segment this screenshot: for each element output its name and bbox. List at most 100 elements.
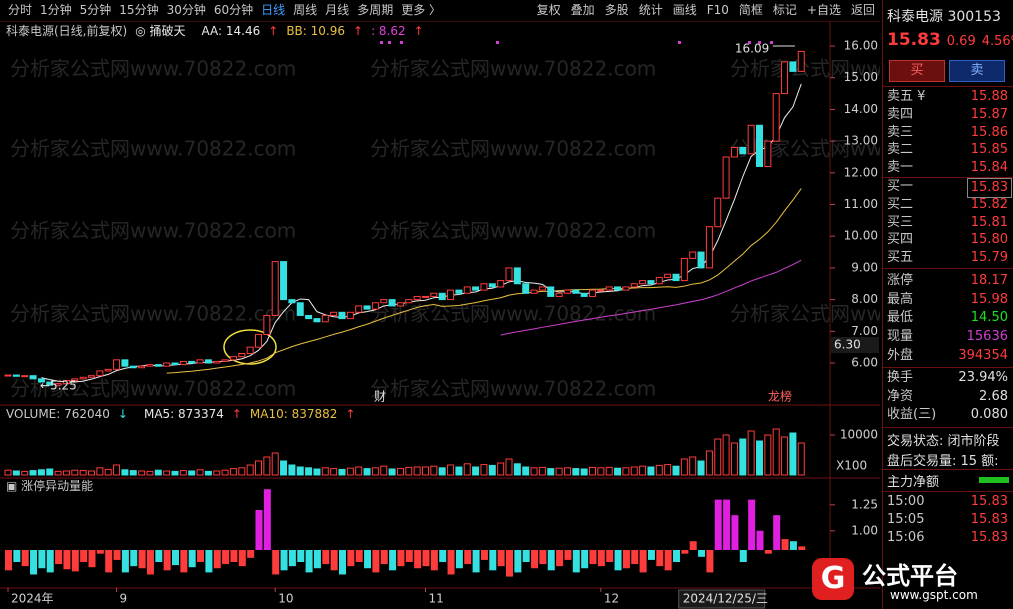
candle-body <box>163 362 171 367</box>
candle-body <box>647 280 655 285</box>
period-tab[interactable]: 月线 <box>325 3 350 17</box>
volume-bar <box>104 468 112 476</box>
candle-body <box>396 302 404 307</box>
watermark: 分析家公式网www.70822.com <box>370 302 656 326</box>
indicator-bar <box>297 550 305 562</box>
chart: 分析家公式网www.70822.com 分析家公式网www.70822.com 分析… <box>0 22 880 609</box>
volume-bar <box>781 436 789 476</box>
candle-body <box>438 292 446 301</box>
indicator-bar <box>339 550 346 575</box>
volume-bar <box>430 465 438 476</box>
quote-price: 15.83 0.69 4.56% <box>887 30 1013 50</box>
indicator-bar <box>355 550 363 562</box>
candle-body <box>96 370 104 377</box>
indicator-bar <box>706 550 714 573</box>
indicator-bar <box>714 499 722 550</box>
watermark: 分析家公式网www.70822.com <box>730 302 880 326</box>
quote-row: 买三 15.81 <box>887 214 1012 232</box>
volume-bar <box>363 468 371 476</box>
period-tab[interactable]: 5分钟 <box>79 3 112 17</box>
candle-body <box>363 305 371 310</box>
tool-button[interactable]: 标记 <box>772 3 797 17</box>
volume-bar <box>330 468 338 476</box>
row-value: 15.79 <box>970 250 1008 266</box>
indicator-bar <box>272 550 280 575</box>
period-tab[interactable]: 多周期 <box>357 3 394 17</box>
candle-body <box>580 292 588 297</box>
period-tab[interactable]: 30分钟 <box>166 3 206 17</box>
y-tick-label: 16.00 <box>844 39 878 53</box>
flow-bar <box>979 477 1009 483</box>
quote-row: 涨停 18.17 <box>887 272 1012 290</box>
logo: G 公式平台 www.gspt.com <box>806 556 1011 606</box>
candle-body <box>672 273 680 282</box>
tool-button[interactable]: 叠加 <box>570 3 595 17</box>
tool-button[interactable]: 画线 <box>672 3 697 17</box>
indicator-bar <box>639 550 647 573</box>
candle-body <box>204 359 212 364</box>
separator <box>883 268 1013 269</box>
legend-arrow: ↑ <box>413 24 424 38</box>
volume-bar <box>580 468 588 476</box>
volume-bar <box>204 470 212 476</box>
volume-bar <box>664 464 672 476</box>
volume-bar <box>589 466 596 476</box>
candle-body <box>789 61 797 72</box>
indicator-bar <box>781 539 789 550</box>
quote-row: 外盘 394354 <box>887 347 1012 365</box>
indicator-bar <box>30 550 38 575</box>
candle-body <box>21 375 29 378</box>
indicator-bar <box>188 550 196 568</box>
status-line: 盘后交易量: 15 额: <box>887 454 999 469</box>
indicator-bar <box>789 541 797 550</box>
indicator-bar <box>38 550 46 569</box>
y-tick-label: 10.00 <box>844 229 878 243</box>
legend-arrow: ↑ <box>353 24 364 38</box>
volume-bar <box>46 468 54 476</box>
candle-body <box>104 368 112 372</box>
volume-bar <box>146 470 154 476</box>
volume-bar <box>497 462 505 476</box>
tool-button[interactable]: 多股 <box>604 3 629 17</box>
row-label: 现量 <box>887 329 914 345</box>
quote-row: 卖三 15.86 <box>887 124 1012 142</box>
volume-bar <box>422 466 429 476</box>
candle-body <box>472 286 480 291</box>
candle-body <box>747 124 755 155</box>
candle-body <box>764 140 772 167</box>
period-tab[interactable]: 60分钟 <box>213 3 254 17</box>
logo-icon: G <box>812 558 854 600</box>
period-tab[interactable]: 分时 <box>8 3 33 17</box>
period-tab[interactable]: 周线 <box>293 3 318 17</box>
candle-body <box>12 374 20 377</box>
period-tab[interactable]: 更多 〉 <box>401 3 442 17</box>
candle-body <box>288 299 296 304</box>
tool-button[interactable]: 复权 <box>536 3 561 17</box>
tool-button[interactable]: +自选 <box>806 3 841 17</box>
period-tab[interactable]: 1分钟 <box>40 3 72 17</box>
volume-bar <box>680 458 688 476</box>
signal-dot <box>748 41 751 44</box>
tool-button[interactable]: 简框 <box>738 3 763 17</box>
indicator-bar <box>622 550 630 569</box>
indicator-bar <box>589 550 597 565</box>
signal-dot <box>496 41 499 44</box>
watermark: 分析家公式网www.70822.com <box>370 219 656 243</box>
volume-bar <box>346 467 354 476</box>
row-value: 0.080 <box>970 407 1008 422</box>
sell-button[interactable]: 卖 <box>949 60 1005 82</box>
buy-button[interactable]: 买 <box>889 60 945 82</box>
volume-bar <box>639 465 647 476</box>
volume-bar <box>288 464 296 476</box>
period-tab[interactable]: 15分钟 <box>119 3 159 17</box>
indicator-bar <box>121 550 129 573</box>
row-value: 15636 <box>966 329 1008 345</box>
row-label: 买五 <box>887 250 914 266</box>
period-tab[interactable]: 日线 <box>261 3 286 17</box>
row-value: 18.17 <box>970 273 1008 288</box>
ma-line <box>500 259 802 336</box>
tool-button[interactable]: F10 <box>706 3 729 17</box>
tool-button[interactable]: 统计 <box>638 3 663 17</box>
tool-button[interactable]: 返回 <box>850 3 875 17</box>
change: 0.69 <box>946 34 976 49</box>
